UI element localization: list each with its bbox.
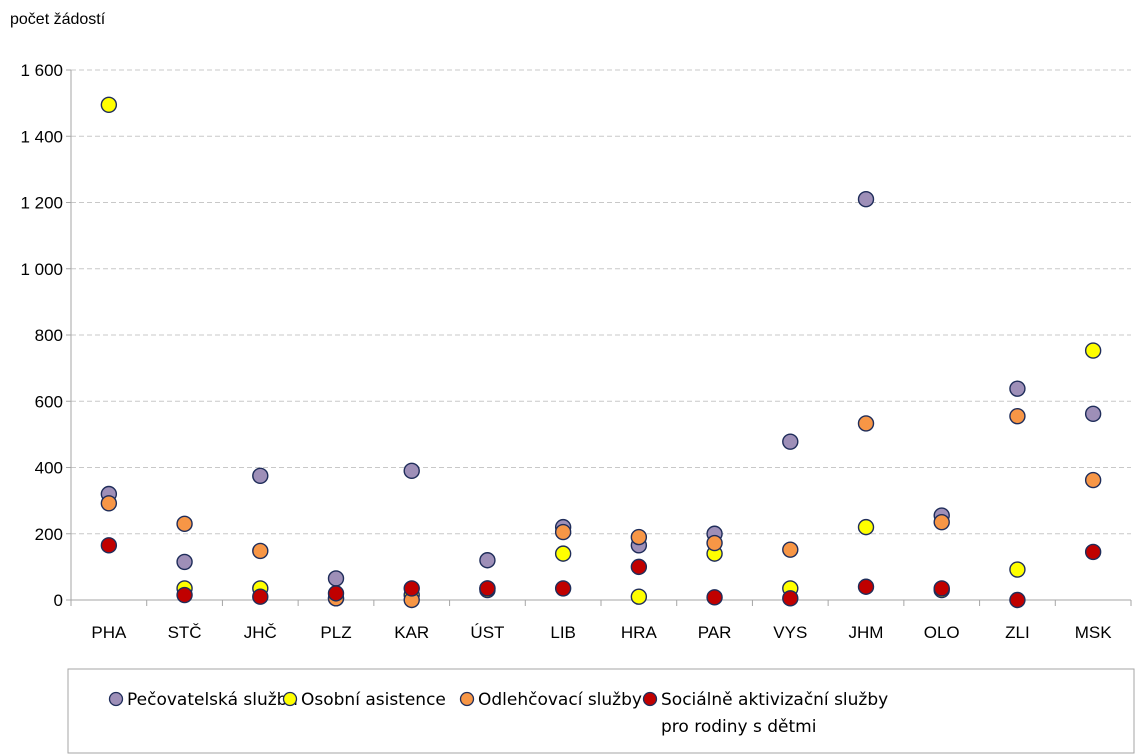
data-point — [782, 541, 799, 558]
legend-label: Sociálně aktivizační služby — [661, 690, 888, 710]
data-point — [706, 589, 723, 606]
data-point — [554, 580, 572, 597]
data-point — [479, 580, 496, 597]
data-point — [933, 580, 950, 597]
y-tick-label: 800 — [35, 326, 63, 345]
y-tick-label: 1 000 — [20, 260, 63, 279]
x-tick-label: PAR — [698, 623, 732, 642]
data-point — [1009, 380, 1026, 397]
y-tick-labels: 0 200 400 600 800 1 000 1 200 1 400 1 600 — [20, 61, 63, 610]
data-point — [1009, 407, 1026, 425]
x-tick-label: VYS — [773, 623, 807, 642]
x-tick-label: PLZ — [320, 623, 351, 642]
data-point — [327, 585, 345, 602]
data-point — [403, 580, 420, 597]
data-point — [630, 558, 648, 576]
data-point — [1084, 543, 1102, 561]
data-point — [857, 518, 875, 536]
legend-marker — [108, 691, 124, 707]
data-point — [176, 515, 193, 533]
data-point — [1084, 471, 1102, 489]
x-tick-label: JHČ — [244, 623, 277, 642]
data-point — [554, 545, 572, 562]
data-points — [100, 96, 1102, 609]
y-axis-label: počet žádostí — [10, 11, 106, 28]
y-tick-label: 200 — [35, 525, 63, 544]
data-point — [782, 433, 799, 450]
legend-label: Pečovatelská služba — [127, 690, 298, 710]
x-tick-label: STČ — [168, 623, 202, 642]
data-point — [857, 578, 875, 595]
x-tick-label: HRA — [621, 623, 658, 642]
data-point — [630, 588, 648, 605]
x-tick-label: JHM — [849, 623, 884, 642]
data-point — [100, 495, 118, 512]
data-point — [252, 542, 269, 560]
data-point — [100, 96, 118, 113]
axes — [66, 69, 1132, 606]
x-tick-labels: PHA STČ JHČ PLZ KAR ÚST LIB HRA PAR VYS JHM OLO ZLI M… — [91, 623, 1112, 642]
x-tick-label: KAR — [394, 623, 429, 642]
legend: Pečovatelská služba Osobní asistence Odleh… — [108, 690, 888, 737]
legend-label: Odlehčovací služby — [478, 690, 642, 710]
data-point — [479, 552, 496, 569]
gridlines — [71, 69, 1131, 535]
legend-box — [67, 668, 1135, 754]
data-point — [1009, 561, 1026, 578]
data-point — [100, 537, 118, 554]
x-tick-label: ZLI — [1005, 623, 1030, 642]
data-point — [252, 588, 269, 605]
x-tick-label: OLO — [924, 623, 960, 642]
x-tick-label: LIB — [550, 623, 576, 642]
y-tick-label: 1 600 — [20, 61, 63, 80]
data-point — [630, 528, 648, 546]
data-point — [857, 415, 875, 432]
x-tick-label: ÚST — [470, 623, 504, 642]
legend-label: Osobní asistence — [301, 690, 446, 710]
x-tick-label: MSK — [1075, 623, 1113, 642]
data-point — [1084, 405, 1102, 423]
legend-label: pro rodiny s dětmi — [661, 717, 816, 737]
y-tick-label: 400 — [35, 459, 63, 478]
data-point — [933, 513, 950, 531]
data-point — [1084, 342, 1102, 359]
data-point — [1009, 591, 1026, 609]
y-tick-label: 1 200 — [20, 194, 63, 213]
data-point — [706, 534, 723, 552]
data-point — [176, 553, 193, 571]
y-tick-label: 1 400 — [20, 127, 63, 146]
data-point — [857, 190, 875, 208]
data-point — [327, 570, 345, 587]
legend-marker — [459, 691, 475, 707]
legend-marker — [282, 691, 298, 707]
data-point — [403, 462, 420, 480]
data-point — [252, 467, 269, 484]
y-tick-label: 600 — [35, 392, 63, 411]
x-tick-label: PHA — [91, 623, 127, 642]
data-point — [176, 586, 193, 604]
legend-marker — [642, 691, 658, 707]
data-point — [782, 590, 799, 607]
data-point — [554, 523, 572, 541]
y-tick-label: 0 — [54, 591, 63, 610]
